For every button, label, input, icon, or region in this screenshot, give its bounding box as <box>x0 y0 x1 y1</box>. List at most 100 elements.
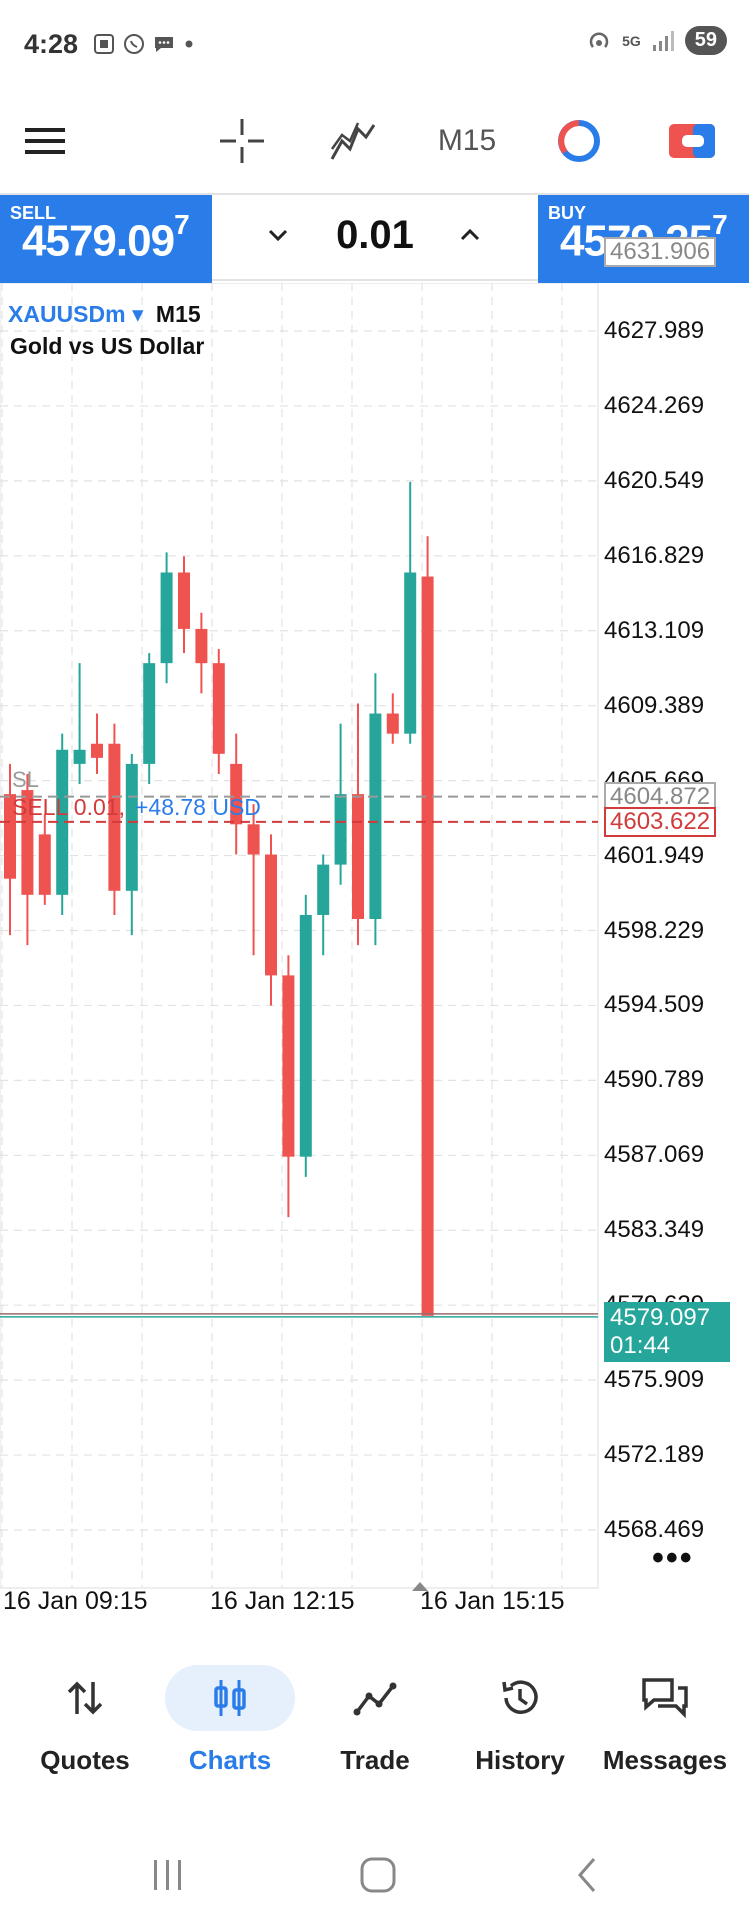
more-options-icon[interactable]: ••• <box>652 1539 694 1577</box>
sell-price: 4579.097 <box>22 209 190 266</box>
status-right: 5G 59 <box>586 26 727 55</box>
candle-body <box>56 749 69 895</box>
network-type: 5G <box>622 32 641 49</box>
time-label: 16 Jan 09:15 <box>3 1587 148 1615</box>
candle-body <box>73 749 86 764</box>
nav-quotes[interactable]: Quotes <box>10 1645 160 1775</box>
candle-body <box>143 663 156 764</box>
price-tick-label: 4587.069 <box>604 1141 705 1169</box>
current-price: 4579.097 <box>610 1303 711 1331</box>
quotes-icon <box>67 1681 103 1715</box>
candle-body <box>265 854 277 976</box>
nav-history[interactable]: History <box>445 1645 595 1775</box>
price-tick-label: 4616.829 <box>604 541 705 569</box>
price-tick-label: 4583.349 <box>604 1216 705 1244</box>
time-label: 16 Jan 12:15 <box>210 1587 355 1615</box>
candle-body <box>282 975 295 1157</box>
candle-body <box>247 824 260 855</box>
charts-icon <box>214 1680 246 1716</box>
back-button[interactable] <box>558 1850 618 1900</box>
nav-messages[interactable]: Messages <box>590 1645 740 1775</box>
price-tick-label: 4609.389 <box>604 691 705 719</box>
whatsapp-icon <box>124 34 145 54</box>
candle-body <box>4 794 16 879</box>
chart-canvas[interactable] <box>0 283 749 1608</box>
price-tick-label: 4575.909 <box>604 1366 705 1394</box>
system-navigation <box>0 1820 749 1920</box>
price-chart[interactable]: XAUUSDm ▾ M15 Gold vs US Dollar 4631.906… <box>0 237 749 1615</box>
price-tick-label: 4620.549 <box>604 466 705 494</box>
status-bar: 4:28 5G 59 <box>0 0 749 88</box>
messages-icon <box>642 1678 688 1719</box>
order-profit: +48.78 USD <box>134 793 261 820</box>
bar-countdown: 01:44 <box>610 1331 671 1359</box>
candle-body <box>317 864 330 915</box>
nav-trade-label: Trade <box>340 1745 410 1775</box>
one-click-trading-icon[interactable] <box>552 88 606 193</box>
screenshot-icon <box>94 34 115 54</box>
price-tick-label: 4590.789 <box>604 1066 705 1094</box>
buy-label: BUY <box>548 203 587 223</box>
nav-trade[interactable]: Trade <box>300 1645 450 1775</box>
nav-messages-label: Messages <box>602 1745 728 1775</box>
chart-toolbar: M15 <box>0 88 749 193</box>
candle-body <box>299 914 312 1157</box>
candle-body <box>212 663 225 754</box>
battery-icon: 59 <box>684 26 727 55</box>
order-line-label[interactable]: SELL 0.01, +48.78 USD <box>12 794 261 821</box>
candle-body <box>195 628 208 664</box>
message-icon <box>155 37 174 52</box>
crosshair-icon[interactable] <box>212 88 272 193</box>
candle-body <box>108 743 121 891</box>
symbol-dropdown-icon[interactable]: ▾ <box>131 301 144 327</box>
one-click-trade-panel: SELL 4579.097 0.01 BUY 4579.257 <box>0 193 749 283</box>
nav-quotes-label: Quotes <box>40 1745 130 1775</box>
sell-button[interactable]: SELL 4579.097 <box>0 195 212 283</box>
status-time: 4:28 <box>24 28 79 59</box>
nav-charts-label: Charts <box>188 1745 272 1775</box>
candle-body <box>230 763 243 825</box>
current-price-marker: 4579.097 01:44 <box>604 1301 730 1362</box>
recent-apps-button[interactable] <box>138 1850 198 1900</box>
high-price-marker: 4631.906 <box>604 237 717 268</box>
nav-history-label: History <box>475 1745 565 1775</box>
candle-body <box>91 743 103 758</box>
candle-body <box>421 576 434 1316</box>
price-tick-label: 4598.229 <box>604 916 705 944</box>
volume-decrease-button[interactable] <box>258 211 298 261</box>
symbol-name[interactable]: XAUUSDm <box>8 301 126 327</box>
nav-charts[interactable]: Charts <box>155 1645 305 1775</box>
menu-icon[interactable] <box>20 88 70 193</box>
chart-symbol[interactable]: XAUUSDm ▾ M15 <box>8 301 201 328</box>
candle-body <box>160 572 173 664</box>
price-tick-label: 4613.109 <box>604 616 705 644</box>
home-button[interactable] <box>348 1850 408 1900</box>
history-icon <box>502 1680 538 1714</box>
candle-body <box>352 794 364 919</box>
time-label: 16 Jan 15:15 <box>420 1587 565 1615</box>
new-order-icon[interactable] <box>662 88 722 193</box>
hotspot-icon <box>589 31 609 48</box>
candle-body <box>125 763 138 891</box>
price-tick-label: 4572.189 <box>604 1441 705 1469</box>
volume-increase-button[interactable] <box>450 211 490 261</box>
order-price-marker: 4603.622 <box>604 806 717 837</box>
signal-icon <box>652 30 674 51</box>
timeframe-button[interactable]: M15 <box>437 123 497 157</box>
order-description: SELL 0.01, <box>12 793 125 820</box>
bottom-navigation: Quotes Charts Trade History Messages <box>0 1645 749 1775</box>
indicators-icon[interactable] <box>322 88 382 193</box>
candle-body <box>404 572 417 734</box>
symbol-description: Gold vs US Dollar <box>10 333 205 359</box>
volume-value[interactable]: 0.01 <box>336 213 414 257</box>
candle-body <box>386 713 399 734</box>
price-tick-label: 4624.269 <box>604 391 705 419</box>
dot-icon <box>185 40 193 48</box>
price-tick-label: 4627.989 <box>604 317 705 344</box>
trade-icon <box>353 1682 397 1716</box>
candle-body <box>334 794 347 865</box>
price-tick-label: 4594.509 <box>604 991 705 1019</box>
price-tick-label: 4601.949 <box>604 841 705 869</box>
chart-timeframe: M15 <box>155 301 201 327</box>
candle-body <box>38 834 51 895</box>
